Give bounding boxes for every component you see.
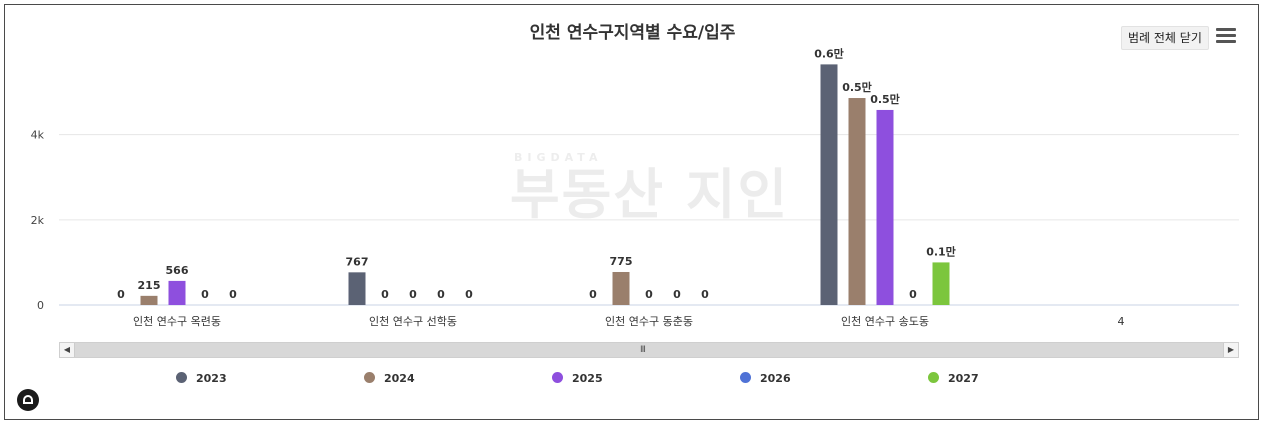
bar-2023[interactable] [348, 272, 366, 305]
data-label: 0 [589, 288, 597, 301]
data-label: 0 [909, 288, 917, 301]
legend-item-2026[interactable]: 2026 [740, 372, 791, 388]
bar-2027[interactable] [932, 262, 950, 305]
legend-label: 2024 [384, 372, 415, 385]
data-label: 0 [409, 288, 417, 301]
scroll-right-arrow-icon[interactable]: ▶ [1223, 343, 1238, 357]
data-label: 0 [117, 288, 125, 301]
bar-2024[interactable] [848, 98, 866, 305]
y-tick-label: 4k [31, 129, 45, 142]
data-label: 775 [610, 255, 633, 268]
data-label: 0 [381, 288, 389, 301]
horizontal-scrollbar[interactable]: ◀ III ▶ [59, 342, 1239, 358]
legend-label: 2026 [760, 372, 791, 385]
bar-chart: 0 2k 4k 인천 연수구 옥련동 0 215 566 0 0 인천 연수구 선학동 767 0 0 0… [31, 46, 1239, 328]
legend-item-2024[interactable]: 2024 [364, 372, 415, 388]
bar-2025[interactable] [876, 109, 894, 305]
y-tick-label: 0 [37, 299, 44, 312]
scroll-thumb[interactable]: III [640, 345, 646, 355]
data-label: 0 [673, 288, 681, 301]
legend-item-2025[interactable]: 2025 [552, 372, 603, 388]
legend-dot-icon [740, 372, 751, 383]
data-label: 215 [138, 279, 161, 292]
chart-title: 인천 연수구지역별 수요/입주 [529, 23, 736, 43]
x-tick-label: 인천 연수구 동춘동 [605, 314, 693, 328]
hamburger-menu-icon[interactable] [1216, 28, 1236, 44]
data-label: 0 [465, 288, 473, 301]
bar-2023[interactable] [820, 64, 838, 305]
legend-dot-icon [552, 372, 563, 383]
data-label: 0.6만 [814, 46, 844, 60]
data-label: 0 [645, 288, 653, 301]
legend-dot-icon [364, 372, 375, 383]
scroll-left-arrow-icon[interactable]: ◀ [60, 343, 75, 357]
legend-label: 2023 [196, 372, 227, 385]
legend-dot-icon [928, 372, 939, 383]
bar-2025[interactable] [168, 280, 186, 305]
legend-label: 2027 [948, 372, 979, 385]
watermark-caption: BIGDATA [514, 151, 603, 164]
legend-item-2027[interactable]: 2027 [928, 372, 979, 388]
x-tick-label: 인천 연수구 송도동 [841, 314, 929, 328]
watermark: 부동산 지인 [510, 163, 790, 226]
bar-2024[interactable] [612, 271, 630, 305]
data-label: 0.1만 [926, 244, 956, 258]
x-tick-label: 인천 연수구 옥련동 [133, 314, 221, 328]
data-label: 0.5만 [870, 92, 900, 106]
x-tick-label: 4 [1118, 315, 1125, 328]
legend-toggle-button[interactable]: 범례 전체 닫기 [1121, 26, 1209, 50]
legend-dot-icon [176, 372, 187, 383]
house-logo-icon[interactable] [17, 389, 39, 411]
data-label: 566 [166, 264, 189, 277]
data-label: 0 [437, 288, 445, 301]
data-label: 0 [201, 288, 209, 301]
data-label: 767 [346, 255, 369, 268]
legend-item-2023[interactable]: 2023 [176, 372, 227, 388]
data-label: 0 [229, 288, 237, 301]
data-label: 0.5만 [842, 80, 872, 94]
x-tick-label: 인천 연수구 선학동 [369, 314, 457, 328]
bar-2024[interactable] [140, 295, 158, 305]
legend-label: 2025 [572, 372, 603, 385]
data-label: 0 [701, 288, 709, 301]
y-tick-label: 2k [31, 214, 45, 227]
